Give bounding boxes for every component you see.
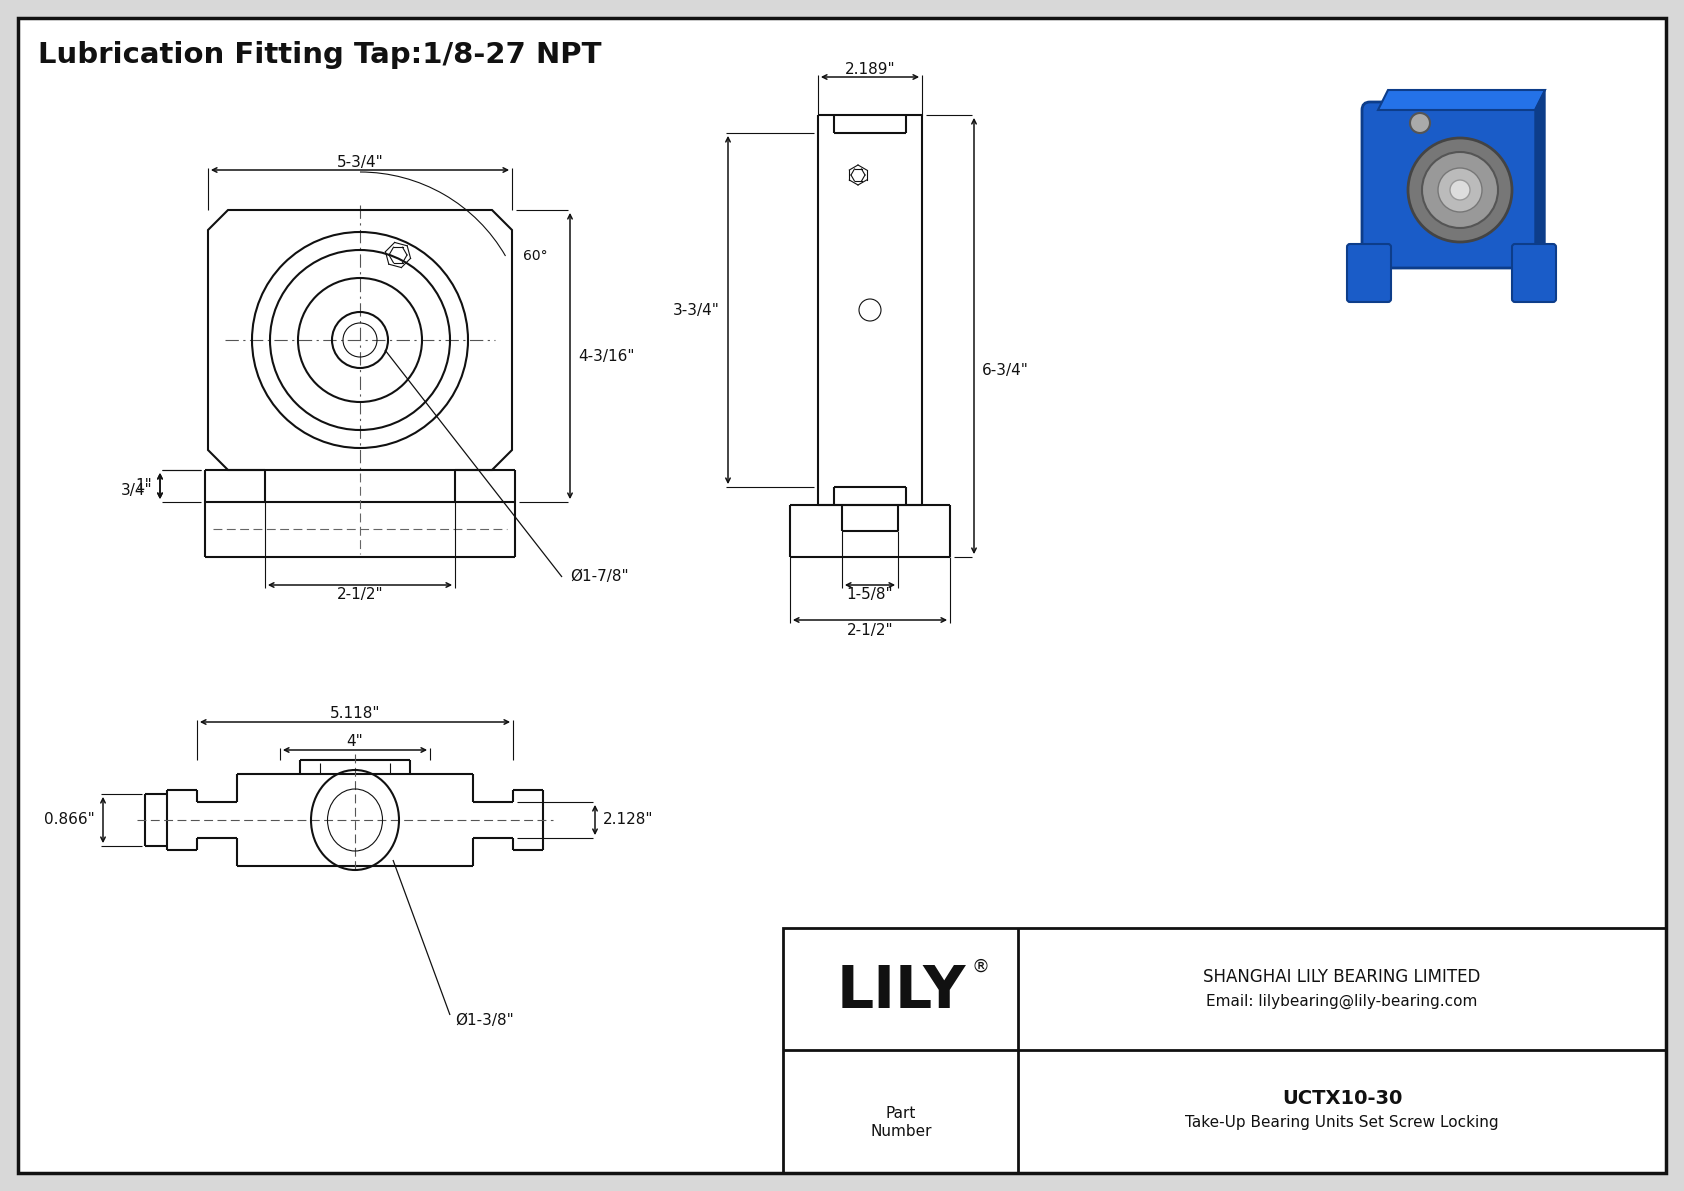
Text: Lubrication Fitting Tap:1/8-27 NPT: Lubrication Fitting Tap:1/8-27 NPT: [39, 40, 601, 69]
Text: Email: lilybearing@lily-bearing.com: Email: lilybearing@lily-bearing.com: [1206, 993, 1477, 1009]
Polygon shape: [1536, 91, 1544, 260]
Text: 5-3/4": 5-3/4": [337, 155, 384, 169]
FancyBboxPatch shape: [1347, 244, 1391, 303]
Circle shape: [1438, 168, 1482, 212]
Text: Ø1-7/8": Ø1-7/8": [569, 569, 628, 585]
Text: Number: Number: [871, 1123, 931, 1139]
Text: 2-1/2": 2-1/2": [847, 623, 893, 637]
Text: 6-3/4": 6-3/4": [982, 362, 1029, 378]
Text: 5.118": 5.118": [330, 706, 381, 722]
Text: 2-1/2": 2-1/2": [337, 587, 384, 603]
Text: 4": 4": [347, 735, 364, 749]
FancyBboxPatch shape: [1362, 102, 1543, 268]
Bar: [783, 928, 1665, 1173]
FancyBboxPatch shape: [1512, 244, 1556, 303]
Circle shape: [1408, 138, 1512, 242]
Text: Part: Part: [886, 1105, 916, 1121]
Text: 2.128": 2.128": [603, 812, 653, 828]
Text: 0.866": 0.866": [44, 812, 94, 828]
Text: SHANGHAI LILY BEARING LIMITED: SHANGHAI LILY BEARING LIMITED: [1204, 968, 1480, 986]
Text: 1-5/8": 1-5/8": [847, 587, 893, 603]
Text: 60°: 60°: [524, 249, 547, 263]
Text: 4-3/16": 4-3/16": [578, 349, 635, 363]
Text: ®: ®: [972, 958, 990, 975]
Circle shape: [1410, 113, 1430, 133]
Text: UCTX10-30: UCTX10-30: [1282, 1090, 1403, 1109]
Polygon shape: [1378, 91, 1544, 110]
Circle shape: [1421, 152, 1499, 227]
Text: Take-Up Bearing Units Set Screw Locking: Take-Up Bearing Units Set Screw Locking: [1186, 1116, 1499, 1130]
Text: LILY: LILY: [837, 962, 965, 1019]
Text: 1": 1": [135, 479, 152, 493]
Circle shape: [1450, 180, 1470, 200]
Text: Ø1-3/8": Ø1-3/8": [455, 1012, 514, 1028]
Text: 3/4": 3/4": [120, 484, 152, 499]
Text: 3-3/4": 3-3/4": [674, 303, 721, 318]
Text: 2.189": 2.189": [845, 62, 896, 76]
